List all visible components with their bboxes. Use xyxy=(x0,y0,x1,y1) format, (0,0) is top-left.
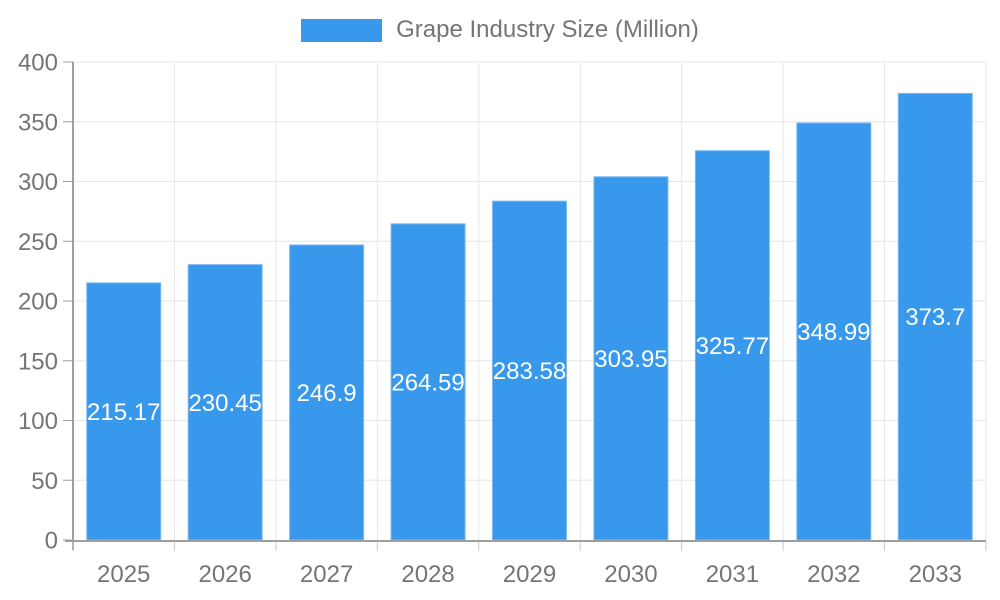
y-axis-tick-label: 50 xyxy=(31,468,58,495)
x-axis-tick-label: 2033 xyxy=(909,561,962,588)
x-axis-tick-label: 2031 xyxy=(706,561,759,588)
y-axis-tick-label: 150 xyxy=(18,348,58,375)
y-axis-tick-label: 350 xyxy=(18,109,58,136)
bar-value-label: 215.17 xyxy=(87,399,160,426)
x-axis-tick-label: 2030 xyxy=(604,561,657,588)
y-axis-tick-label: 250 xyxy=(18,229,58,256)
x-axis-tick-label: 2032 xyxy=(807,561,860,588)
chart-legend[interactable]: Grape Industry Size (Million) xyxy=(0,16,1000,44)
bar-value-label: 348.99 xyxy=(797,319,870,346)
bar-2026[interactable] xyxy=(187,264,263,541)
bar-2030[interactable] xyxy=(593,176,669,541)
y-axis-tick-label: 300 xyxy=(18,169,58,196)
y-axis-tick-label: 400 xyxy=(18,50,58,77)
legend-label: Grape Industry Size (Million) xyxy=(396,16,699,43)
y-axis-tick-label: 100 xyxy=(18,408,58,435)
bar-value-label: 264.59 xyxy=(391,369,464,396)
y-axis-tick-label: 0 xyxy=(45,528,58,555)
bar-value-label: 230.45 xyxy=(188,390,261,417)
y-axis-tick-label: 200 xyxy=(18,289,58,316)
bar-2029[interactable] xyxy=(492,200,567,541)
x-axis-tick-label: 2027 xyxy=(300,561,353,588)
bar-value-label: 246.9 xyxy=(297,380,357,407)
legend-swatch[interactable] xyxy=(301,18,383,42)
bar-value-label: 283.58 xyxy=(493,358,566,385)
bar-2027[interactable] xyxy=(289,244,365,541)
bar-2028[interactable] xyxy=(390,223,466,541)
bar-value-label: 325.77 xyxy=(696,333,769,360)
bar-2033[interactable] xyxy=(897,92,973,541)
x-axis-tick-label: 2028 xyxy=(401,561,454,588)
bar-2031[interactable] xyxy=(694,150,770,541)
bar-2025[interactable] xyxy=(86,282,162,541)
bar-value-label: 373.7 xyxy=(905,304,965,331)
x-axis-tick-label: 2025 xyxy=(97,561,150,588)
x-axis-tick-label: 2029 xyxy=(503,561,556,588)
bar-value-label: 303.95 xyxy=(594,346,667,373)
bar-2032[interactable] xyxy=(796,122,872,541)
x-axis-tick-label: 2026 xyxy=(198,561,251,588)
